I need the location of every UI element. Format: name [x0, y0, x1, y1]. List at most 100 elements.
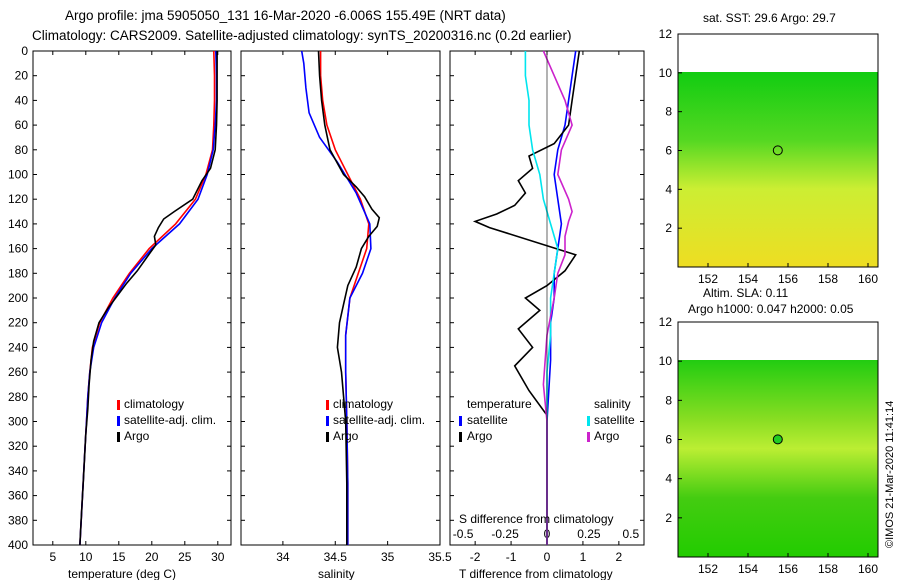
map-y-tick-label: 4 — [665, 182, 672, 196]
depth-tick-label: 140 — [8, 217, 28, 231]
depth-tick-label: 320 — [8, 439, 28, 453]
map-y-tick-label: 12 — [659, 315, 673, 329]
difference-panel: -2 -1 0 1 2 -0.5 -0.25 0 0.25 0.5 T difference f… — [449, 50, 645, 580]
sla-argo-marker — [772, 434, 783, 445]
legend-temperature-title: temperature — [467, 397, 532, 411]
depth-tick-label: 120 — [8, 192, 28, 206]
map-y-tick-label: 2 — [665, 221, 672, 235]
sla-map-title-line1: Altim. SLA: 0.11 — [703, 286, 788, 300]
map-x-tick-label: 152 — [698, 562, 718, 576]
salinity-frame — [240, 50, 441, 546]
legend-satellite: satellite-adj. clim. — [333, 413, 425, 427]
depth-tick-label: 20 — [15, 69, 29, 83]
sla-map-panel: Altim. SLA: 0.11 Argo h1000: 0.047 h2000… — [659, 286, 879, 576]
legend-climatology: climatology — [124, 397, 184, 411]
top-tick-label: 0.25 — [577, 527, 601, 541]
map-y-tick-label: 10 — [659, 66, 673, 80]
legend-swatch-s-argo — [587, 432, 590, 442]
legend-t-argo: Argo — [467, 429, 493, 443]
x-tick-label: 34.5 — [324, 550, 348, 564]
x-tick-label: 30 — [211, 550, 225, 564]
map-x-tick-label: 160 — [858, 562, 878, 576]
depth-tick-label: 260 — [8, 365, 28, 379]
map-x-tick-label: 152 — [698, 272, 718, 286]
x-tick-label: 15 — [112, 550, 126, 564]
top-tick-label: 0.5 — [623, 527, 640, 541]
map-y-tick-label: 6 — [665, 433, 672, 447]
depth-tick-label: 280 — [8, 390, 28, 404]
series-line-satellite-adj-clim- — [300, 50, 372, 545]
series-line-s-argo — [542, 50, 573, 545]
legend-s-argo: Argo — [594, 429, 620, 443]
legend-swatch-t-argo — [459, 432, 462, 442]
legend-swatch-satellite — [326, 416, 329, 426]
legend-swatch-t-satellite — [459, 416, 462, 426]
difference-lines — [472, 50, 581, 545]
legend-swatch-argo — [117, 432, 120, 442]
salinity-panel: 34 34.5 35 35.5 salinity climatology satell… — [240, 50, 452, 580]
legend-salinity-title: salinity — [594, 397, 631, 411]
depth-axis: 0 20 40 60 80 100 120 140 160 180 200 220 240 260 280 3… — [8, 44, 28, 552]
legend-climatology: climatology — [333, 397, 393, 411]
sla-map-axes: 152 154 156 158 160 2 4 6 8 10 12 — [659, 315, 879, 576]
depth-tick-label: 360 — [8, 489, 28, 503]
temperature-legend: climatology satellite-adj. clim. Argo — [117, 397, 216, 443]
map-x-tick-label: 154 — [738, 562, 758, 576]
x-tick-label: -2 — [470, 550, 481, 564]
temperature-lines — [79, 50, 218, 546]
legend-argo: Argo — [124, 429, 150, 443]
depth-tick-label: 160 — [8, 242, 28, 256]
difference-xlabel: T difference from climatology — [459, 567, 613, 580]
map-x-tick-label: 158 — [818, 272, 838, 286]
sst-heatmap — [678, 72, 878, 267]
difference-top-label: S difference from climatology — [459, 512, 614, 526]
sst-map-title: sat. SST: 29.6 Argo: 29.7 — [703, 11, 836, 25]
argo-location-marker — [772, 434, 783, 445]
sst-map-panel: sat. SST: 29.6 Argo: 29.7 152 154 156 158 16… — [659, 11, 879, 286]
difference-top-axis: -0.5 -0.25 0 0.25 0.5 — [453, 527, 640, 541]
temperature-x-axis: 5 10 15 20 25 30 — [33, 50, 231, 564]
depth-tick-label: 380 — [8, 513, 28, 527]
x-tick-label: 2 — [616, 550, 623, 564]
map-y-tick-label: 6 — [665, 144, 672, 158]
x-tick-label: 20 — [145, 550, 159, 564]
copyright-stamp: ©IMOS 21-Mar-2020 11:41:14 — [884, 401, 896, 548]
x-tick-label: 1 — [580, 550, 587, 564]
temperature-frame — [32, 50, 232, 546]
depth-tick-label: 400 — [8, 538, 28, 552]
legend-swatch-satellite — [117, 416, 120, 426]
map-x-tick-label: 154 — [738, 272, 758, 286]
depth-tick-label: 180 — [8, 266, 28, 280]
x-tick-label: 25 — [178, 550, 192, 564]
depth-tick-label: 0 — [21, 44, 28, 58]
salinity-legend: climatology satellite-adj. clim. Argo — [326, 397, 425, 443]
x-tick-label: 34 — [276, 550, 290, 564]
sla-heatmap — [678, 360, 878, 557]
map-y-tick-label: 12 — [659, 27, 673, 41]
difference-legend: temperature satellite Argo salinity sate… — [459, 397, 635, 443]
legend-swatch-argo — [326, 432, 329, 442]
map-x-tick-label: 160 — [858, 272, 878, 286]
salinity-lines — [300, 50, 381, 545]
salinity-x-axis: 34 34.5 35 35.5 — [241, 50, 452, 564]
legend-s-satellite: satellite — [594, 413, 635, 427]
header-line2: Climatology: CARS2009. Satellite-adjuste… — [32, 28, 572, 43]
map-y-tick-label: 8 — [665, 393, 672, 407]
difference-x-axis: -2 -1 0 1 2 — [450, 50, 644, 564]
legend-satellite: satellite-adj. clim. — [124, 413, 216, 427]
legend-swatch-s-satellite — [587, 416, 590, 426]
depth-tick-label: 100 — [8, 168, 28, 182]
series-line-s-satellite — [524, 51, 559, 545]
map-x-tick-label: 156 — [778, 272, 798, 286]
x-tick-label: 5 — [49, 550, 56, 564]
series-line-argo — [79, 51, 218, 546]
depth-tick-label: 300 — [8, 415, 28, 429]
legend-swatch-climatology — [326, 400, 329, 410]
depth-tick-label: 80 — [15, 143, 29, 157]
legend-argo: Argo — [333, 429, 359, 443]
map-y-tick-label: 2 — [665, 511, 672, 525]
sst-map-axes: 152 154 156 158 160 2 4 6 8 10 12 — [659, 27, 879, 286]
map-y-tick-label: 8 — [665, 105, 672, 119]
x-tick-label: 0 — [544, 550, 551, 564]
legend-t-satellite: satellite — [467, 413, 508, 427]
